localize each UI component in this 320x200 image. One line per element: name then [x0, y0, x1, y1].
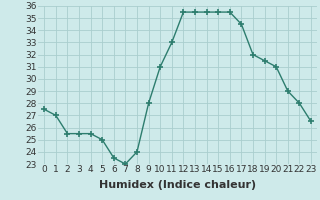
X-axis label: Humidex (Indice chaleur): Humidex (Indice chaleur) [99, 180, 256, 190]
